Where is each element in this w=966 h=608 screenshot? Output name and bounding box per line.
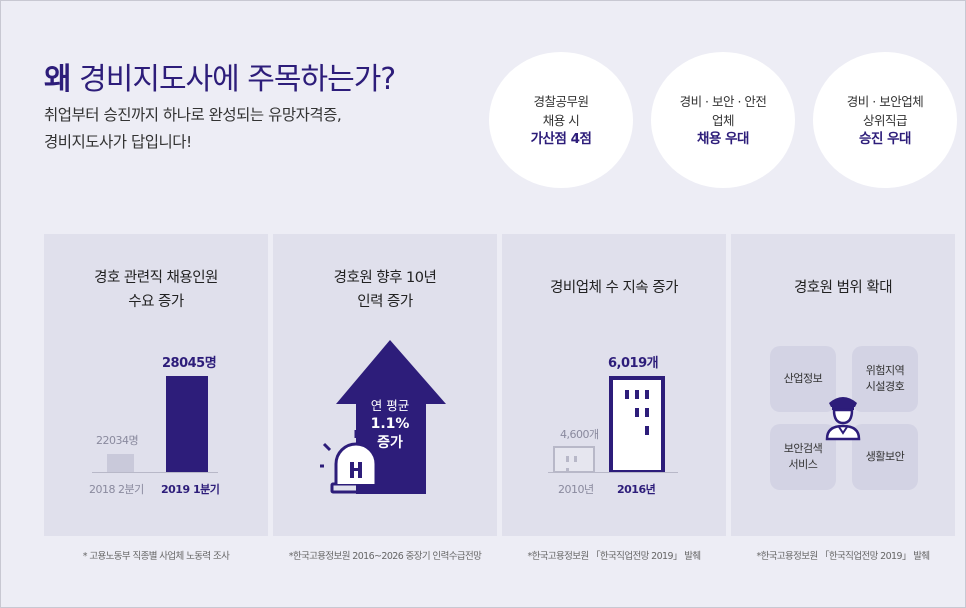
scope-tile-industrial-info: 산업정보 <box>770 346 836 412</box>
panel-title: 경호원 범위 확대 <box>731 276 955 300</box>
page-subtitle-line-2: 경비지도사가 답입니다! <box>44 133 192 151</box>
scope-tile-label: 생활보안 <box>865 450 905 463</box>
benefit-circle-promotion: 경비 · 보안업체 상위직급 승진 우대 <box>813 52 957 188</box>
category-label-2016: 2016년 <box>617 483 656 496</box>
panel-title: 경호원 향후 10년 인력 증가 <box>273 266 497 314</box>
siren-icon <box>320 430 390 494</box>
benefit-highlight: 가산점 4점 <box>530 130 592 147</box>
panel-title-line-1: 경비업체 수 지속 증가 <box>550 280 678 296</box>
value-label-2010: 4,600개 <box>560 428 599 441</box>
benefit-line-1: 경찰공무원 <box>533 93 589 109</box>
category-label-2010: 2010년 <box>558 483 594 496</box>
arrow-growth-value: 1.1% <box>370 416 410 432</box>
arrow-text-line-1: 연 평균 <box>370 398 410 413</box>
panel-title-line-1: 경호 관련직 채용인원 <box>94 270 218 286</box>
panel-title-line-1: 경호원 향후 10년 <box>333 270 437 286</box>
source-note: *한국고용정보원 「한국직업전망 2019」 발췌 <box>527 551 701 562</box>
chart-axis <box>92 472 218 473</box>
growth-arrow-graphic <box>320 340 446 494</box>
page-subtitle: 취업부터 승진까지 하나로 완성되는 유망자격증, 경비지도사가 답입니다! <box>44 102 342 156</box>
bar-2018-q2 <box>107 454 134 472</box>
panel-title-line-2: 인력 증가 <box>357 294 413 310</box>
page-title-emphasis: 왜 <box>44 62 72 97</box>
benefit-line-2: 채용 시 <box>542 112 580 128</box>
scope-tile-label: 보안검색 서비스 <box>783 442 823 471</box>
panel-title: 경비업체 수 지속 증가 <box>502 276 726 300</box>
value-label-2016: 6,019개 <box>608 356 659 371</box>
value-label-2019-q1: 28045명 <box>162 356 217 371</box>
bar-2019-q1 <box>166 376 208 472</box>
panel-hiring-demand: 경호 관련직 채용인원 수요 증가 <box>44 234 268 536</box>
category-label-2019-q1: 2019 1분기 <box>161 483 220 496</box>
benefit-circle-hiring: 경비 · 보안 · 안전 업체 채용 우대 <box>651 52 795 188</box>
arrow-text-line-2: 증가 <box>377 435 403 451</box>
scope-tile-life-security: 생활보안 <box>852 424 918 490</box>
benefit-line-2: 업체 <box>711 112 735 128</box>
source-note: *한국고용정보원 「한국직업전망 2019」 발췌 <box>756 551 930 562</box>
scope-tile-security-screening: 보안검색 서비스 <box>770 424 836 490</box>
building-2016-bar <box>609 376 665 472</box>
source-note: *한국고용정보원 2016~2026 중장기 인력수급전망 <box>288 551 482 562</box>
scope-tile-label: 위험지역 시설경호 <box>865 364 905 393</box>
building-2010-bar <box>553 446 595 472</box>
benefit-line-1: 경비 · 보안업체 <box>846 93 924 109</box>
page-title-text: 경비지도사에 주목하는가? <box>79 62 396 97</box>
arrow-annotation: 연 평균 1.1% 증가 <box>352 396 428 453</box>
panel-title-line-2: 수요 증가 <box>128 294 184 310</box>
security-guard-icon <box>825 397 861 441</box>
page-subtitle-line-1: 취업부터 승진까지 하나로 완성되는 유망자격증, <box>44 106 342 124</box>
panel-scope-expansion: 경호원 범위 확대 <box>731 234 955 536</box>
source-note: * 고용노동부 직종별 사업체 노동력 조사 <box>82 551 230 562</box>
chart-axis <box>548 472 678 473</box>
scope-tile-hazard-facility: 위험지역 시설경호 <box>852 346 918 412</box>
benefit-line-1: 경비 · 보안 · 안전 <box>679 93 767 109</box>
benefit-circle-police: 경찰공무원 채용 시 가산점 4점 <box>489 52 633 188</box>
value-label-2018-q2: 22034명 <box>96 434 139 447</box>
panel-title: 경호 관련직 채용인원 수요 증가 <box>44 266 268 314</box>
category-label-2018-q2: 2018 2분기 <box>89 483 144 496</box>
scope-tile-label: 산업정보 <box>783 372 823 385</box>
benefit-highlight: 승진 우대 <box>859 130 911 147</box>
benefit-highlight: 채용 우대 <box>697 130 749 147</box>
panel-title-line-1: 경호원 범위 확대 <box>793 280 893 296</box>
page-title: 왜 경비지도사에 주목하는가? <box>44 54 396 98</box>
benefit-line-2: 상위직급 <box>862 112 908 128</box>
